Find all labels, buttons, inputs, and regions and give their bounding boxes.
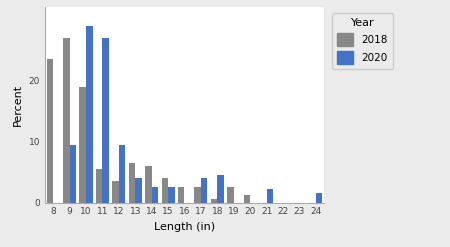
- Bar: [135, 178, 142, 203]
- Bar: [168, 187, 175, 203]
- Bar: [194, 187, 201, 203]
- Bar: [119, 144, 126, 203]
- Bar: [316, 193, 322, 203]
- Bar: [145, 166, 152, 203]
- Bar: [86, 26, 93, 203]
- Bar: [266, 189, 273, 203]
- Bar: [112, 181, 119, 203]
- Bar: [201, 178, 207, 203]
- Bar: [243, 195, 250, 203]
- Bar: [227, 187, 234, 203]
- Bar: [96, 169, 103, 203]
- Bar: [211, 200, 217, 203]
- Bar: [217, 175, 224, 203]
- X-axis label: Length (in): Length (in): [154, 222, 215, 232]
- Legend: 2018, 2020: 2018, 2020: [332, 13, 393, 69]
- Bar: [70, 144, 76, 203]
- Bar: [63, 38, 70, 203]
- Bar: [103, 38, 109, 203]
- Bar: [162, 178, 168, 203]
- Bar: [80, 87, 86, 203]
- Y-axis label: Percent: Percent: [13, 84, 23, 126]
- Bar: [47, 59, 53, 203]
- Bar: [178, 187, 184, 203]
- Bar: [152, 187, 158, 203]
- Bar: [129, 163, 135, 203]
